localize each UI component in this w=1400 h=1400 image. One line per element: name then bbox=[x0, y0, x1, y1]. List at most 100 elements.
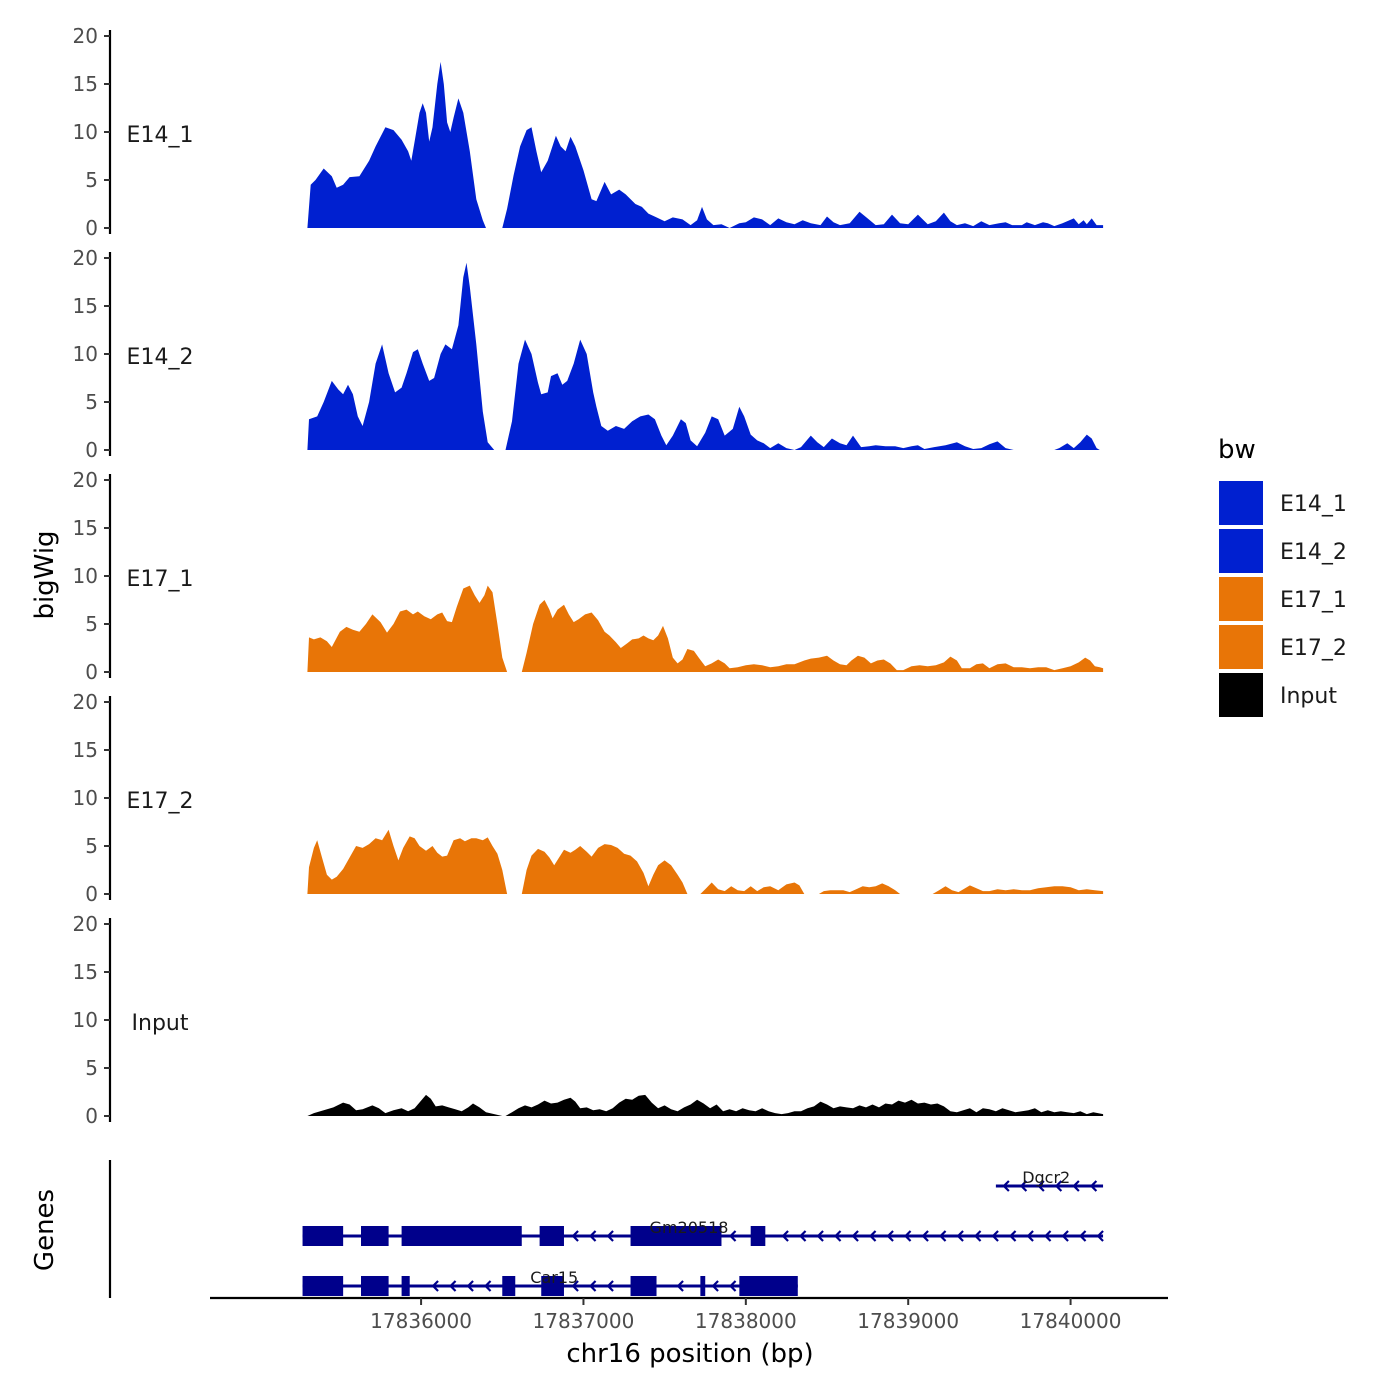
gene-label: Dgcr2 bbox=[1022, 1168, 1070, 1187]
y-tick-label: 5 bbox=[85, 390, 98, 414]
gene-gm20518: Gm20518 bbox=[302, 1218, 1104, 1246]
strand-arrow-icon bbox=[448, 1280, 457, 1292]
y-tick-label: 0 bbox=[85, 882, 98, 906]
coverage-area-e14_1 bbox=[307, 61, 1104, 229]
track-label: E17_2 bbox=[127, 789, 194, 814]
strand-arrow-icon bbox=[973, 1230, 982, 1242]
track-label: E14_1 bbox=[127, 123, 194, 148]
legend-label: Input bbox=[1280, 684, 1337, 709]
exon-block bbox=[361, 1226, 389, 1246]
track-e17_1: 0 5 10 15 20 E17_1 bbox=[73, 468, 1104, 684]
bigwig-tracks: 05101520E14_105101520E14_205101520E17_10… bbox=[73, 24, 1104, 1128]
legend-swatch-e14_1 bbox=[1217, 479, 1265, 527]
strand-arrow-icon bbox=[483, 1280, 492, 1292]
strand-arrow-icon bbox=[816, 1230, 824, 1242]
legend: bw E14_1 E14_2 E17_1 E17_2 Input bbox=[1217, 435, 1347, 719]
strand-arrow-icon bbox=[588, 1230, 597, 1242]
strand-arrow-icon bbox=[1078, 1230, 1087, 1242]
x-tick-label: 17838000 bbox=[695, 1309, 797, 1333]
exon-block bbox=[700, 1276, 706, 1296]
gene-track: Dgcr2 Gm20518 Car15 bbox=[108, 1160, 1104, 1298]
legend-label: E14_1 bbox=[1280, 492, 1347, 517]
exon-block bbox=[630, 1226, 722, 1246]
strand-arrow-icon bbox=[571, 1280, 579, 1292]
strand-arrow-icon bbox=[1026, 1230, 1034, 1242]
strand-arrow-icon bbox=[1089, 1180, 1098, 1192]
strand-arrow-icon bbox=[956, 1230, 964, 1242]
x-axis-title: chr16 position (bp) bbox=[566, 1339, 813, 1369]
strand-arrow-icon bbox=[991, 1230, 999, 1242]
x-tick-label: 17836000 bbox=[370, 1309, 472, 1333]
strand-arrow-icon bbox=[886, 1230, 894, 1242]
coverage-area-input bbox=[307, 1094, 1104, 1116]
y-tick-label: 15 bbox=[73, 960, 98, 984]
x-axis: 17836000 17837000 17838000 17839000 17840000 bbox=[210, 1296, 1168, 1333]
y-tick-label: 20 bbox=[73, 468, 98, 492]
y-tick-label: 10 bbox=[73, 120, 98, 144]
y-tick-label: 0 bbox=[85, 660, 98, 684]
strand-arrow-icon bbox=[1002, 1180, 1010, 1192]
gene-car15: Car15 bbox=[302, 1268, 798, 1296]
y-tick-label: 20 bbox=[73, 24, 98, 48]
strand-arrow-icon bbox=[588, 1280, 597, 1292]
legend-label: E17_2 bbox=[1280, 636, 1347, 661]
y-tick-label: 0 bbox=[85, 1104, 98, 1128]
track-label: Input bbox=[132, 1011, 189, 1036]
track-e14_2: 0 5 10 15 20 E14_2 bbox=[73, 246, 1100, 462]
gene-dgcr2: Dgcr2 bbox=[995, 1168, 1104, 1192]
strand-arrow-icon bbox=[466, 1280, 474, 1292]
y-tick-label: 20 bbox=[73, 246, 98, 270]
strand-arrow-icon bbox=[1096, 1230, 1104, 1242]
strand-arrow-icon bbox=[676, 1280, 684, 1292]
exon-block bbox=[302, 1276, 344, 1296]
y-tick-label: 0 bbox=[85, 216, 98, 240]
coverage-area-e17_2 bbox=[307, 829, 1104, 894]
y-tick-label: 5 bbox=[85, 612, 98, 636]
strand-arrow-icon bbox=[1043, 1230, 1052, 1242]
y-tick-label: 0 bbox=[85, 438, 98, 462]
strand-arrow-icon bbox=[868, 1230, 877, 1242]
track-input: 0 5 10 15 20 Input bbox=[73, 912, 1104, 1128]
y-tick-label: 10 bbox=[73, 342, 98, 366]
strand-arrow-icon bbox=[728, 1230, 737, 1242]
track-label: E17_1 bbox=[127, 567, 194, 592]
y-tick-label: 10 bbox=[73, 564, 98, 588]
y-tick-label: 10 bbox=[73, 786, 98, 810]
coverage-area-e17_1 bbox=[307, 585, 1104, 672]
exon-block bbox=[539, 1226, 564, 1246]
y-axis-title: bigWig bbox=[30, 530, 60, 619]
y-tick-label: 20 bbox=[73, 690, 98, 714]
exon-block bbox=[739, 1276, 798, 1296]
gene-label: Car15 bbox=[530, 1268, 578, 1287]
x-tick-label: 17837000 bbox=[533, 1309, 635, 1333]
strand-arrow-icon bbox=[606, 1230, 614, 1242]
coverage-area-e14_2 bbox=[307, 262, 1100, 450]
genes-track-title: Genes bbox=[30, 1189, 60, 1271]
y-tick-label: 15 bbox=[73, 738, 98, 762]
legend-swatch-e17_1 bbox=[1217, 575, 1265, 623]
exon-block bbox=[401, 1276, 410, 1296]
y-tick-label: 5 bbox=[85, 1056, 98, 1080]
y-tick-label: 20 bbox=[73, 912, 98, 936]
legend-swatch-input bbox=[1217, 671, 1265, 719]
y-tick-label: 15 bbox=[73, 294, 98, 318]
strand-arrow-icon bbox=[833, 1230, 842, 1242]
strand-arrow-icon bbox=[711, 1280, 719, 1292]
strand-arrow-icon bbox=[938, 1230, 947, 1242]
legend-title: bw bbox=[1218, 435, 1256, 465]
strand-arrow-icon bbox=[903, 1230, 912, 1242]
strand-arrow-icon bbox=[798, 1230, 807, 1242]
track-label: E14_2 bbox=[127, 345, 194, 370]
strand-arrow-icon bbox=[1072, 1180, 1080, 1192]
strand-arrow-icon bbox=[728, 1280, 737, 1292]
track-e17_2: 0 5 10 15 20 E17_2 bbox=[73, 690, 1104, 906]
strand-arrow-icon bbox=[606, 1280, 614, 1292]
y-tick-label: 5 bbox=[85, 834, 98, 858]
strand-arrow-icon bbox=[571, 1230, 579, 1242]
y-tick-label: 10 bbox=[73, 1008, 98, 1032]
y-tick-label: 15 bbox=[73, 72, 98, 96]
y-tick-label: 15 bbox=[73, 516, 98, 540]
strand-arrow-icon bbox=[1008, 1230, 1017, 1242]
exon-block bbox=[302, 1226, 344, 1246]
